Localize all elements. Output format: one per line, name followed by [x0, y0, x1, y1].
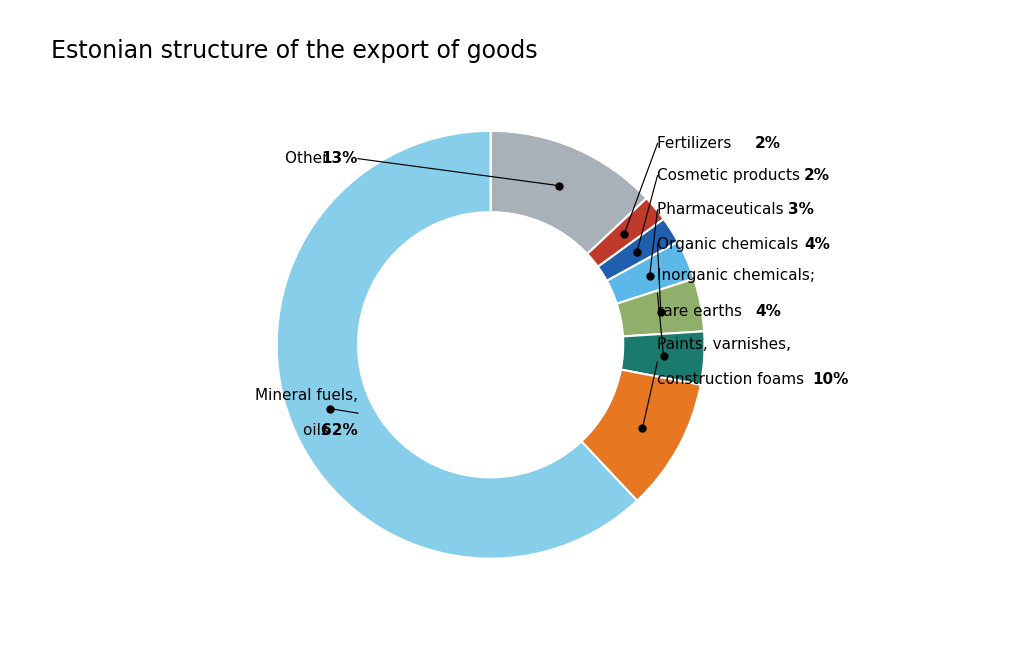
Text: Cosmetic products: Cosmetic products	[657, 168, 805, 183]
Text: Pharmaceuticals: Pharmaceuticals	[657, 202, 788, 217]
Text: Other: Other	[285, 151, 334, 166]
Text: rare earths: rare earths	[657, 304, 748, 319]
Wedge shape	[616, 279, 705, 336]
Text: oils: oils	[303, 423, 334, 438]
Wedge shape	[276, 131, 637, 559]
Wedge shape	[621, 331, 705, 385]
Wedge shape	[607, 242, 694, 304]
Text: 10%: 10%	[812, 372, 849, 387]
Wedge shape	[598, 219, 678, 281]
Wedge shape	[582, 370, 700, 501]
Text: 13%: 13%	[322, 151, 358, 166]
Text: 62%: 62%	[322, 423, 358, 438]
Text: construction foams: construction foams	[657, 372, 809, 387]
Wedge shape	[490, 131, 646, 254]
Text: 4%: 4%	[804, 236, 829, 251]
Text: Estonian structure of the export of goods: Estonian structure of the export of good…	[51, 39, 538, 63]
Text: Mineral fuels,: Mineral fuels,	[255, 388, 358, 403]
Text: 3%: 3%	[787, 202, 814, 217]
Text: Fertilizers: Fertilizers	[657, 136, 736, 151]
Wedge shape	[588, 199, 664, 267]
Text: Paints, varnishes,: Paints, varnishes,	[657, 337, 792, 352]
Text: 2%: 2%	[755, 136, 781, 151]
Text: Inorganic chemicals;: Inorganic chemicals;	[657, 268, 815, 283]
Text: 4%: 4%	[755, 304, 781, 319]
Text: Organic chemicals: Organic chemicals	[657, 236, 804, 251]
Text: 2%: 2%	[804, 168, 830, 183]
